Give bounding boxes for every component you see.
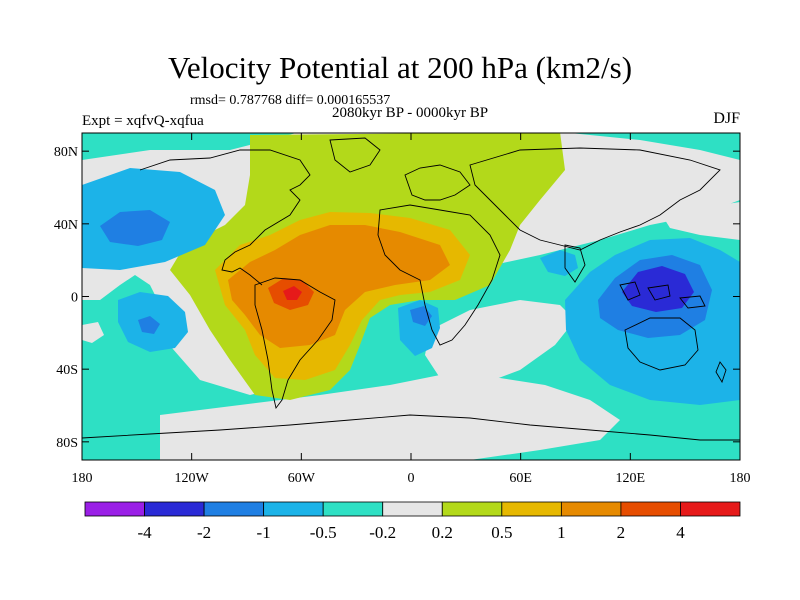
y-tick-label: 40S [56, 363, 78, 378]
colorbar-label: 1 [557, 523, 566, 542]
colorbar-swatch-2 [203, 501, 265, 517]
colorbar-label: 0.2 [432, 523, 453, 542]
x-tick-label: 0 [408, 471, 415, 486]
colorbar-label: -0.5 [310, 523, 337, 542]
colorbar-label: -2 [197, 523, 211, 542]
period-subtitle: 2080kyr BP - 0000kyr BP [331, 105, 489, 121]
y-tick-label: 80S [56, 436, 78, 451]
x-axis: 180 120W 60W 0 60E 120E 180 [72, 133, 751, 486]
colorbar-label: -1 [257, 523, 271, 542]
y-axis: 80N 40N 0 40S 80S [54, 145, 740, 451]
colorbar-swatch-0 [84, 501, 145, 517]
colorbar-swatch-5 [382, 501, 443, 517]
colorbar-label: 2 [617, 523, 626, 542]
colorbar-swatch-3 [263, 501, 324, 517]
x-tick-label: 60W [288, 471, 316, 486]
colorbar-swatch-7 [501, 501, 562, 517]
colorbar-swatch-10 [680, 501, 741, 517]
x-tick-label: 120W [175, 471, 210, 486]
colorbar-swatch-9 [620, 501, 681, 517]
colorbar-swatch-6 [441, 501, 503, 517]
y-tick-label: 40N [54, 218, 78, 233]
colorbar-swatch-4 [322, 501, 384, 517]
y-tick-label: 0 [71, 291, 78, 306]
coastlines [82, 137, 740, 441]
rmsd-diff-stats: rmsd= 0.787768 diff= 0.000165537 [190, 93, 391, 108]
colorbar-swatch-8 [560, 501, 622, 517]
chart-title: Velocity Potential at 200 hPa (km2/s) [167, 50, 633, 85]
colorbar-label: 0.5 [491, 523, 512, 542]
x-tick-label: 180 [730, 471, 751, 486]
x-tick-label: 180 [72, 471, 93, 486]
x-tick-label: 120E [616, 471, 646, 486]
colorbar-swatch-1 [144, 501, 205, 517]
y-tick-label: 80N [54, 145, 78, 160]
x-tick-label: 60E [509, 471, 532, 486]
colorbar: -4 -2 -1 -0.5 -0.2 0.2 0.5 1 2 4 [84, 501, 741, 542]
colorbar-label: 4 [676, 523, 685, 542]
colorbar-label: -0.2 [369, 523, 396, 542]
colorbar-label: -4 [137, 523, 152, 542]
season-label: DJF [713, 110, 740, 127]
experiment-label: Expt = xqfvQ-xqfua [82, 113, 204, 129]
contour-fill [82, 133, 740, 460]
